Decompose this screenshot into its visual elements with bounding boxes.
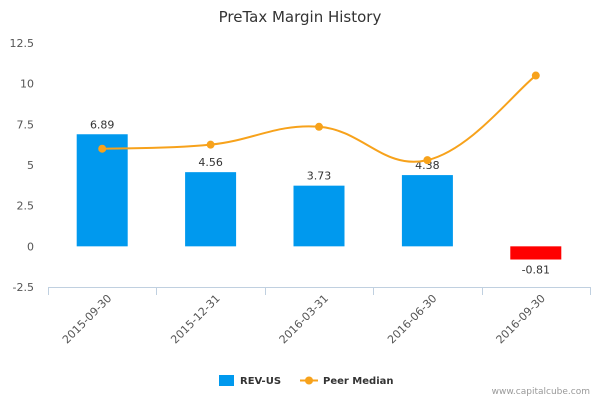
y-tick-label: -2.5 — [13, 281, 34, 294]
x-axis: 2015-09-30 2015-12-31 2016-03-31 2016-06-30… — [48, 287, 591, 346]
y-tick-label: 2.5 — [17, 200, 35, 213]
peer-median-point — [423, 156, 432, 165]
y-tick-label: 10 — [20, 78, 34, 91]
bar — [401, 175, 453, 247]
bar-series — [76, 134, 562, 260]
bar-data-label: 3.73 — [307, 170, 332, 183]
bar — [293, 185, 345, 247]
bar-data-label: 4.38 — [415, 159, 440, 172]
y-axis: 12.5 10 7.5 5 2.5 0 -2.5 — [10, 37, 35, 294]
bar — [510, 246, 562, 260]
y-tick-label: 7.5 — [17, 118, 35, 131]
x-tick-label: 2016-06-30 — [385, 292, 439, 346]
legend-marker-peer-median — [305, 376, 313, 385]
legend: REV-US Peer Median — [219, 375, 394, 387]
x-tick-label: 2016-09-30 — [494, 292, 548, 346]
x-tick-label: 2015-09-30 — [60, 292, 114, 346]
y-tick-label: 0 — [27, 240, 34, 253]
bar-data-label: -0.81 — [522, 264, 550, 277]
x-tick-label: 2016-03-31 — [277, 292, 331, 346]
x-tick-label: 2015-12-31 — [168, 292, 222, 346]
peer-median-point — [98, 144, 107, 153]
peer-median-point — [531, 71, 540, 80]
bar-data-label: 4.56 — [198, 156, 223, 169]
line-series — [98, 71, 540, 165]
legend-swatch-rev-us — [219, 375, 234, 386]
y-tick-label: 5 — [27, 159, 34, 172]
bar — [185, 172, 237, 247]
chart-title: PreTax Margin History — [219, 8, 382, 26]
peer-median-line — [102, 74, 537, 163]
bar-data-label: 6.89 — [90, 118, 115, 131]
y-tick-label: 12.5 — [10, 37, 35, 50]
credit-text: www.capitalcube.com — [492, 387, 590, 397]
legend-label-rev-us: REV-US — [240, 376, 281, 387]
legend-label-peer-median: Peer Median — [323, 376, 394, 387]
bar — [76, 134, 128, 247]
bar-data-labels: 6.89 4.56 3.73 4.38 -0.81 — [90, 118, 550, 276]
peer-median-point — [315, 122, 323, 131]
peer-median-point — [206, 140, 215, 149]
